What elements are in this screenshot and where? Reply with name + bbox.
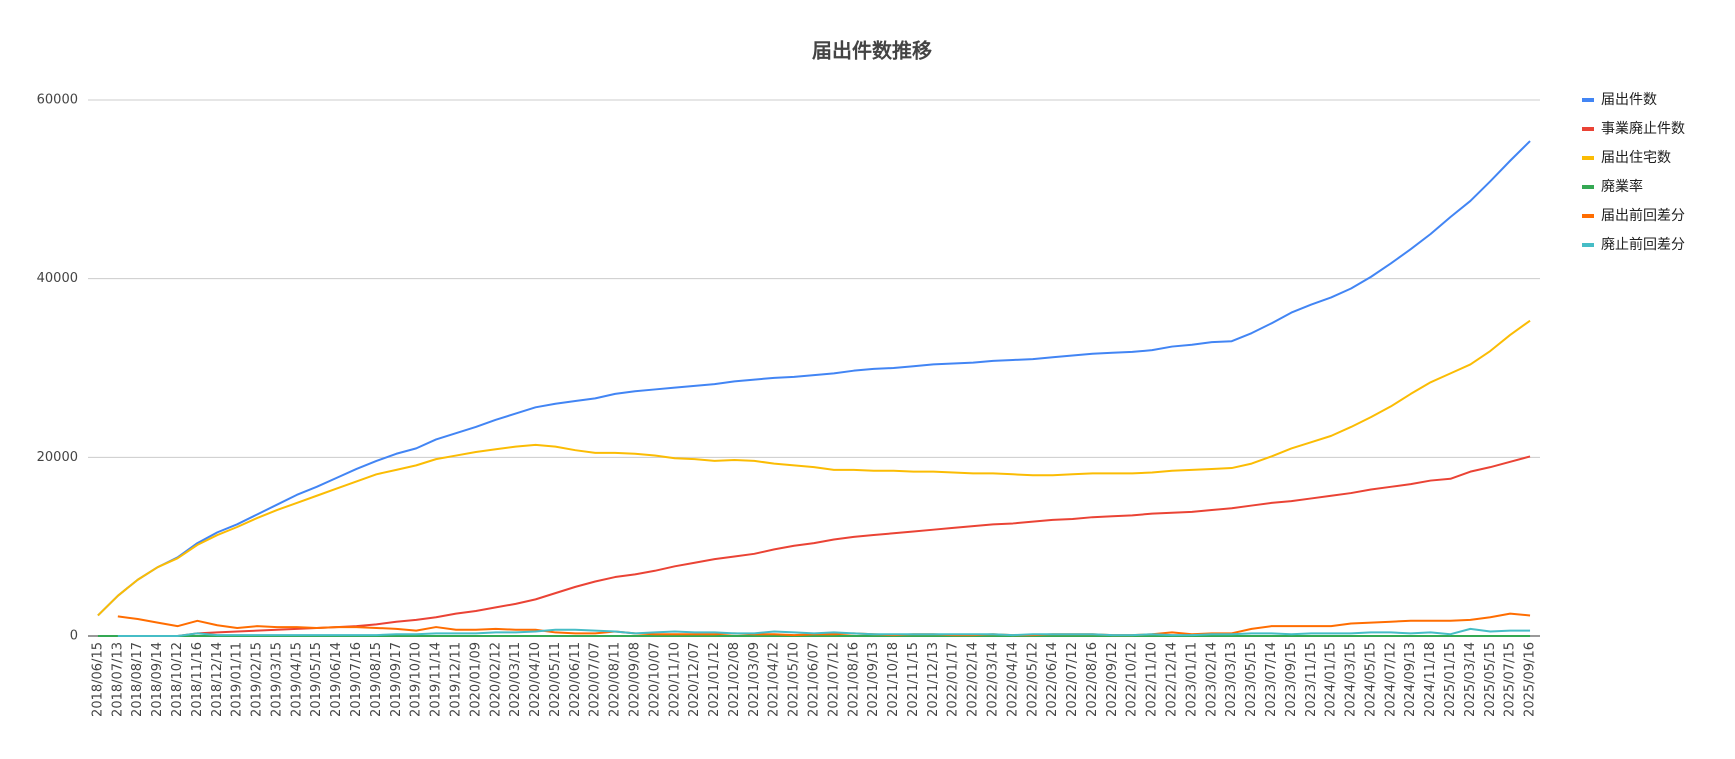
x-tick-label: 2019/11/14: [429, 642, 444, 717]
x-tick-label: 2018/11/16: [190, 642, 205, 717]
x-tick-label: 2021/08/16: [846, 642, 861, 717]
legend-label: 届出住宅数: [1601, 150, 1671, 166]
legend-label: 届出件数: [1601, 92, 1657, 108]
x-tick-label: 2022/07/12: [1065, 642, 1080, 717]
x-tick-label: 2022/03/14: [986, 642, 1001, 717]
x-tick-label: 2020/08/11: [608, 642, 623, 717]
x-tick-label: 2019/12/11: [448, 642, 463, 717]
chart-title: 届出件数推移: [812, 39, 932, 63]
x-tick-label: 2023/03/13: [1224, 642, 1239, 717]
x-tick-label: 2020/12/07: [687, 642, 702, 717]
x-tick-label: 2019/01/11: [230, 642, 245, 717]
x-tick-label: 2022/09/12: [1105, 642, 1120, 717]
x-tick-label: 2020/05/11: [548, 642, 563, 717]
x-tick-label: 2020/07/07: [588, 642, 603, 717]
x-tick-label: 2022/08/16: [1085, 642, 1100, 717]
x-tick-label: 2021/10/18: [886, 642, 901, 717]
x-tick-label: 2018/12/14: [210, 642, 225, 717]
x-tick-label: 2023/02/14: [1204, 642, 1219, 717]
x-tick-label: 2018/09/14: [150, 642, 165, 717]
x-tick-label: 2020/06/11: [568, 642, 583, 717]
y-tick-label: 60000: [37, 93, 78, 108]
x-tick-label: 2023/01/11: [1184, 642, 1199, 717]
legend-label: 廃業率: [1601, 178, 1643, 195]
x-tick-label: 2024/09/13: [1403, 642, 1418, 717]
x-tick-label: 2024/05/15: [1363, 642, 1378, 717]
x-tick-label: 2020/03/11: [508, 642, 523, 717]
x-tick-label: 2022/02/14: [966, 642, 981, 717]
x-tick-label: 2019/05/15: [309, 642, 324, 717]
x-tick-label: 2021/05/10: [787, 642, 802, 717]
x-tick-label: 2019/02/15: [250, 642, 265, 717]
legend-label: 事業廃止件数: [1601, 120, 1685, 137]
x-tick-label: 2022/12/14: [1165, 642, 1180, 717]
x-tick-label: 2018/07/13: [110, 642, 125, 717]
x-tick-label: 2025/01/15: [1443, 642, 1458, 717]
x-tick-label: 2020/09/08: [627, 642, 642, 717]
x-tick-label: 2019/06/14: [329, 642, 344, 717]
series-line: [117, 612, 1531, 637]
x-tick-label: 2021/11/15: [906, 642, 921, 717]
legend-swatch: [1582, 98, 1594, 102]
y-tick-label: 40000: [37, 271, 78, 286]
series-line: [97, 140, 1531, 617]
x-tick-label: 2019/07/16: [349, 642, 364, 717]
x-tick-label: 2018/10/12: [170, 642, 185, 717]
series-line: [97, 319, 1531, 617]
x-tick-label: 2019/08/15: [369, 642, 384, 717]
x-tick-label: 2021/07/12: [826, 642, 841, 717]
x-tick-label: 2022/06/14: [1045, 642, 1060, 717]
y-tick-label: 0: [70, 629, 78, 644]
x-tick-label: 2023/07/14: [1264, 642, 1279, 717]
x-tick-label: 2021/02/08: [727, 642, 742, 717]
x-tick-label: 2022/11/10: [1145, 642, 1160, 717]
x-tick-label: 2018/08/17: [130, 642, 145, 717]
x-tick-label: 2023/05/15: [1244, 642, 1259, 717]
x-tick-label: 2024/11/18: [1423, 642, 1438, 717]
x-tick-label: 2020/11/10: [667, 642, 682, 717]
x-tick-label: 2024/01/15: [1324, 642, 1339, 717]
x-tick-label: 2019/04/15: [289, 642, 304, 717]
x-tick-label: 2021/09/13: [866, 642, 881, 717]
x-tick-label: 2022/04/14: [1005, 642, 1020, 717]
x-tick-label: 2020/10/07: [647, 642, 662, 717]
x-tick-label: 2022/01/17: [946, 642, 961, 717]
x-tick-label: 2024/07/12: [1383, 642, 1398, 717]
x-tick-label: 2020/01/09: [468, 642, 483, 717]
x-tick-label: 2019/09/17: [389, 642, 404, 717]
legend-swatch: [1582, 214, 1594, 218]
x-tick-label: 2021/12/13: [926, 642, 941, 717]
x-tick-label: 2025/07/15: [1503, 642, 1518, 717]
x-tick-label: 2020/04/10: [528, 642, 543, 717]
x-tick-label: 2025/03/14: [1463, 642, 1478, 717]
legend-swatch: [1582, 156, 1594, 160]
legend-label: 届出前回差分: [1601, 207, 1685, 224]
x-tick-label: 2022/05/12: [1025, 642, 1040, 717]
legend-label: 廃止前回差分: [1601, 236, 1685, 253]
legend-swatch: [1582, 185, 1594, 189]
x-tick-label: 2023/11/15: [1304, 642, 1319, 717]
x-tick-label: 2020/02/12: [488, 642, 503, 717]
x-tick-label: 2018/06/15: [90, 642, 105, 717]
x-tick-label: 2021/06/07: [807, 642, 822, 717]
series-line: [117, 627, 1531, 637]
x-tick-label: 2021/04/12: [767, 642, 782, 717]
legend-swatch: [1582, 243, 1594, 247]
x-tick-label: 2022/10/12: [1125, 642, 1140, 717]
x-tick-label: 2021/01/12: [707, 642, 722, 717]
x-tick-label: 2025/09/16: [1523, 642, 1538, 717]
legend-swatch: [1582, 127, 1594, 131]
series-line: [97, 455, 1531, 637]
x-tick-label: 2019/03/15: [269, 642, 284, 717]
x-tick-label: 2024/03/15: [1344, 642, 1359, 717]
x-tick-label: 2025/05/15: [1483, 642, 1498, 717]
x-tick-label: 2021/03/09: [747, 642, 762, 717]
x-tick-label: 2023/09/15: [1284, 642, 1299, 717]
x-tick-label: 2019/10/10: [409, 642, 424, 717]
y-tick-label: 20000: [37, 450, 78, 465]
